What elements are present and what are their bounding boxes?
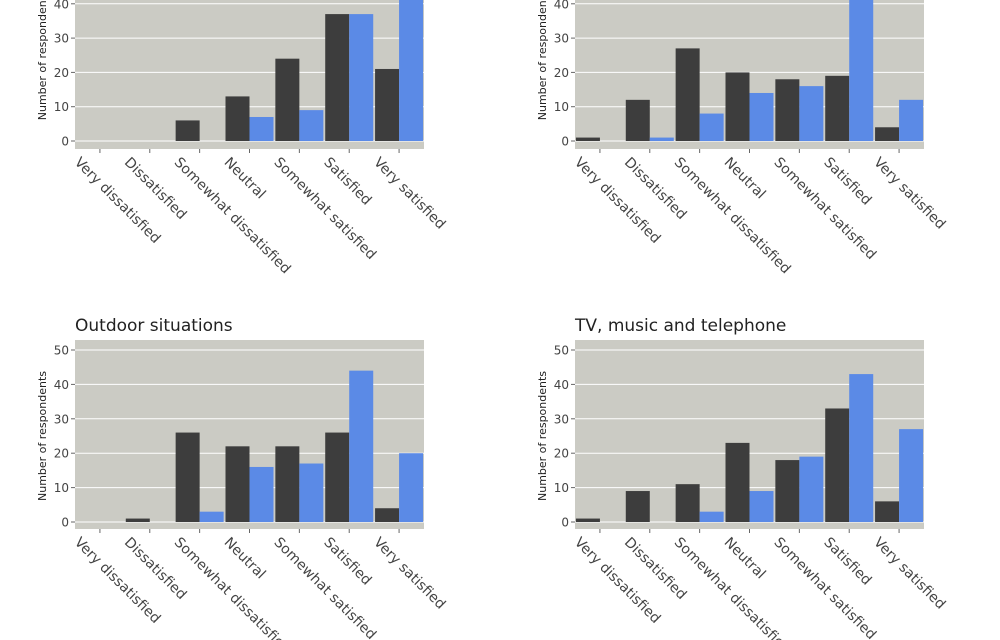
x-tick-label: Very satisfied	[370, 535, 448, 613]
y-tick-label: 50	[54, 344, 69, 358]
x-tick-label: Very dissatisfied	[571, 535, 663, 627]
bar-series-1	[625, 99, 650, 141]
y-tick-label: 10	[554, 100, 569, 114]
bar-series-1	[775, 460, 800, 522]
bar-series-2	[399, 453, 424, 522]
bar-series-1	[675, 48, 700, 141]
y-tick-label: 10	[554, 481, 569, 495]
bar-series-2	[249, 466, 274, 522]
x-tick-label: Very satisfied	[870, 155, 948, 233]
x-tick-label: Somewhat satisfied	[771, 155, 879, 263]
chart-title: Outdoor situations	[75, 316, 233, 336]
y-axis-title: Number of respondents	[536, 371, 549, 501]
bar-series-1	[275, 446, 300, 522]
bar-series-1	[625, 491, 650, 522]
y-tick-label: 40	[554, 0, 569, 11]
chart-title: TV, music and telephone	[575, 316, 787, 336]
bar-series-2	[349, 14, 374, 142]
bar-series-1	[275, 58, 300, 141]
bar-series-2	[699, 511, 724, 522]
bar-series-1	[225, 446, 250, 522]
bar-series-2	[749, 92, 774, 141]
bar-series-1	[725, 72, 750, 141]
x-tick-label: Neutral	[221, 155, 269, 203]
chart-svg-top-left: 0 10 20 30 40 Number of respondents Very dissa…	[36, 0, 448, 277]
y-tick-label: 50	[554, 344, 569, 358]
y-tick-label: 20	[54, 447, 69, 461]
y-tick-label: 30	[54, 32, 69, 46]
bar-series-2	[299, 463, 324, 522]
bar-series-2	[849, 374, 874, 522]
chart-panel-outdoor: Outdoor situations 0 10 20 30 40 50 Number of …	[0, 310, 500, 640]
chart-panel-top-right: 0 10 20 30 40 Number of respondents Very dissa…	[500, 0, 1000, 310]
x-tick-label: Neutral	[221, 535, 269, 583]
y-tick-label: 10	[54, 481, 69, 495]
bar-series-2	[199, 511, 224, 522]
bar-series-1	[125, 518, 150, 522]
bar-series-2	[699, 113, 724, 141]
bar-series-1	[825, 75, 850, 141]
bar-series-1	[175, 432, 200, 522]
bar-series-1	[575, 518, 600, 522]
bar-series-2	[899, 99, 924, 141]
x-tick-label: Neutral	[721, 535, 769, 583]
bar-series-2	[799, 456, 824, 522]
bar-series-2	[649, 137, 674, 141]
bar-series-2	[899, 429, 924, 522]
bar-series-1	[375, 68, 400, 141]
bar-series-1	[725, 442, 750, 522]
x-tick-label: Very dissatisfied	[71, 535, 163, 627]
bar-series-2	[799, 86, 824, 141]
y-tick-label: 10	[54, 100, 69, 114]
y-tick-label: 30	[554, 412, 569, 426]
y-tick-label: 20	[554, 66, 569, 80]
chart-panel-tv: TV, music and telephone 0 10 20 30 40 50 Numbe…	[500, 310, 1000, 640]
bar-series-1	[325, 432, 350, 522]
y-tick-label: 40	[54, 378, 69, 392]
bar-series-1	[875, 127, 900, 141]
chart-panel-top-left: 0 10 20 30 40 Number of respondents Very dissa…	[0, 0, 500, 310]
x-tick-label: Neutral	[721, 155, 769, 203]
bar-series-2	[299, 110, 324, 141]
x-tick-label: Very dissatisfied	[571, 155, 663, 247]
y-tick-label: 0	[561, 135, 569, 149]
y-tick-label: 0	[61, 135, 69, 149]
bar-series-2	[249, 116, 274, 141]
y-tick-label: 20	[54, 66, 69, 80]
bar-series-2	[349, 370, 374, 522]
bar-series-1	[325, 14, 350, 142]
y-tick-label: 40	[54, 0, 69, 11]
bar-series-2	[399, 0, 424, 141]
bar-series-1	[875, 501, 900, 522]
bar-series-2	[849, 0, 874, 142]
y-tick-label: 40	[554, 378, 569, 392]
y-tick-label: 30	[54, 412, 69, 426]
bar-series-1	[225, 96, 250, 141]
y-axis-title: Number of respondents	[36, 0, 49, 120]
bar-series-1	[575, 137, 600, 141]
chart-svg-tv: 0 10 20 30 40 50 Number of respondents Very dis…	[536, 340, 948, 640]
y-tick-label: 30	[554, 32, 569, 46]
x-tick-label: Very dissatisfied	[71, 155, 163, 247]
chart-svg-top-right: 0 10 20 30 40 Number of respondents Very dissa…	[536, 0, 948, 277]
y-tick-label: 0	[561, 516, 569, 530]
bar-series-1	[825, 408, 850, 522]
y-axis-title: Number of respondents	[36, 371, 49, 501]
bar-series-1	[175, 120, 200, 141]
x-tick-label: Very satisfied	[370, 155, 448, 233]
bar-series-1	[675, 484, 700, 522]
x-tick-label: Very satisfied	[870, 535, 948, 613]
y-axis-title: Number of respondents	[536, 0, 549, 120]
bar-series-1	[775, 79, 800, 141]
bar-series-1	[375, 508, 400, 522]
chart-svg-outdoor: 0 10 20 30 40 50 Number of respondents Very dis…	[36, 340, 448, 640]
y-tick-label: 0	[61, 516, 69, 530]
x-tick-label: Somewhat satisfied	[271, 155, 379, 263]
y-tick-label: 20	[554, 447, 569, 461]
bar-series-2	[749, 491, 774, 522]
